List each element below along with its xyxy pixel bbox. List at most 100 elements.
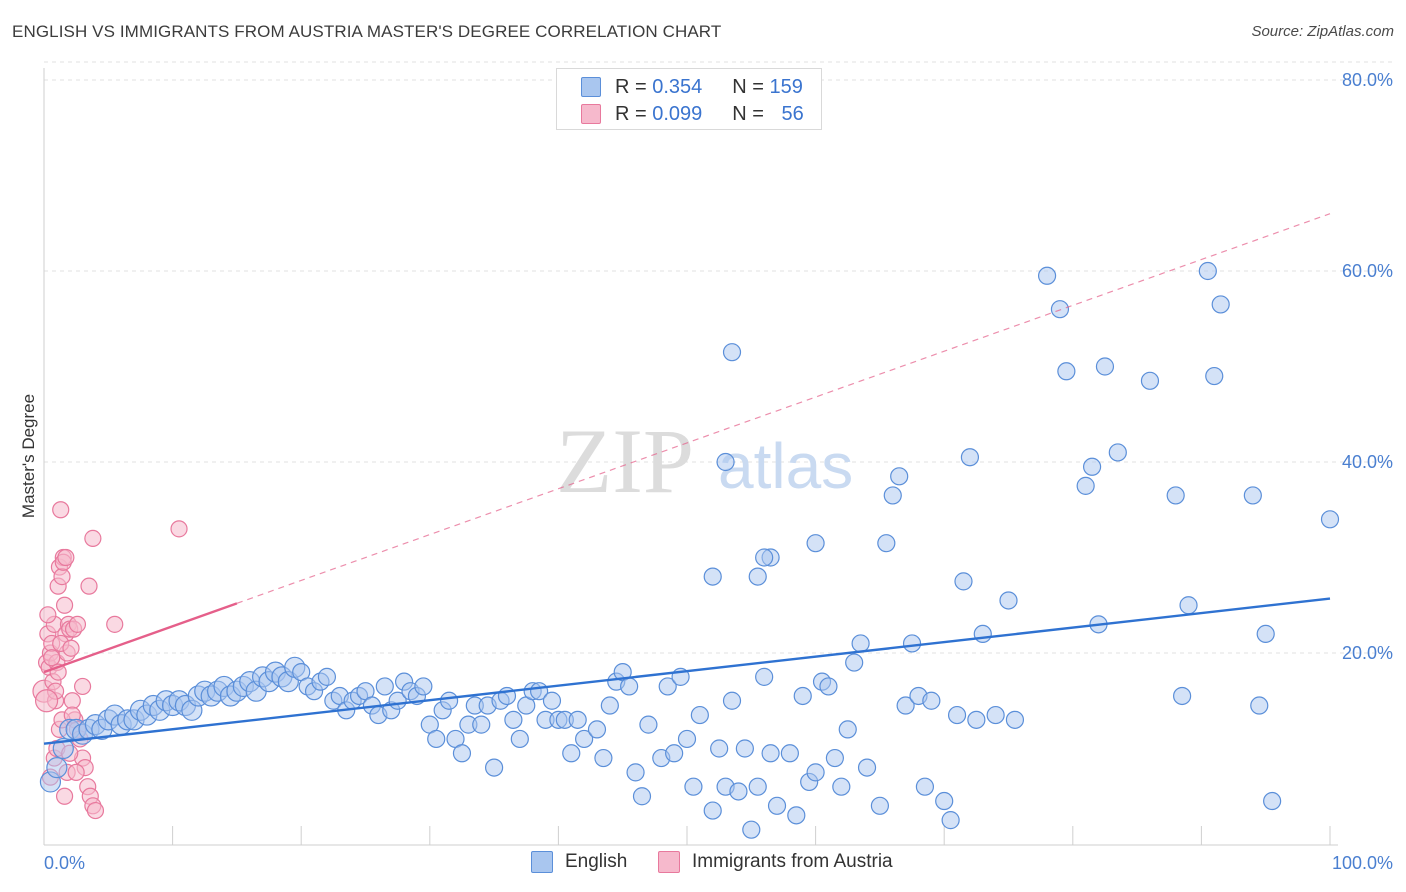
y-tick-label: 80.0% bbox=[1342, 70, 1393, 90]
axes bbox=[43, 68, 1338, 846]
english-point bbox=[703, 801, 722, 820]
english-r-value: 0.354 bbox=[652, 75, 703, 98]
chart-title: ENGLISH VS IMMIGRANTS FROM AUSTRIA MASTE… bbox=[12, 22, 722, 41]
austria-trend-line bbox=[43, 602, 238, 674]
english-point bbox=[485, 758, 504, 777]
austria-point bbox=[170, 520, 188, 538]
austria-point bbox=[68, 615, 87, 633]
english-point bbox=[742, 820, 761, 839]
english-point bbox=[542, 691, 562, 710]
english-point bbox=[1198, 261, 1217, 281]
english-legend-label: English bbox=[565, 851, 628, 872]
english-point bbox=[1057, 362, 1076, 381]
english-point bbox=[787, 806, 806, 825]
english-point bbox=[761, 744, 780, 763]
english-point bbox=[427, 729, 446, 749]
austria-point bbox=[67, 763, 85, 781]
english-point bbox=[870, 796, 890, 815]
english-point bbox=[1095, 357, 1115, 376]
english-point bbox=[1005, 710, 1025, 729]
english-point bbox=[677, 729, 697, 749]
english-point bbox=[896, 696, 915, 715]
english-point bbox=[587, 720, 607, 739]
english-point bbox=[890, 467, 909, 486]
bottom-legend-english: English bbox=[531, 851, 627, 873]
english-point bbox=[748, 777, 767, 796]
bottom-legend-austria: Immigrants from Austria bbox=[658, 851, 893, 873]
y-tick-label: 20.0% bbox=[1342, 643, 1393, 663]
english-point bbox=[960, 448, 980, 467]
austria-point bbox=[86, 801, 105, 820]
austria-point bbox=[39, 606, 57, 624]
austria-point bbox=[73, 677, 92, 696]
english-point bbox=[999, 591, 1018, 610]
watermark-zip: ZIP bbox=[556, 410, 694, 512]
austria-r-value: 0.099 bbox=[652, 102, 703, 125]
english-trend-line bbox=[43, 597, 1331, 745]
austria-point bbox=[55, 596, 74, 614]
english-point bbox=[915, 777, 935, 796]
english-point bbox=[703, 567, 722, 586]
english-point bbox=[806, 534, 825, 553]
legend-row-english: R = 0.354 N = 159 bbox=[581, 76, 803, 98]
english-point bbox=[716, 452, 735, 472]
watermark-atlas: atlas bbox=[718, 430, 853, 502]
english-point bbox=[857, 758, 877, 777]
english-point bbox=[902, 634, 922, 653]
english-point bbox=[780, 744, 799, 763]
english-point bbox=[922, 691, 941, 710]
english-point bbox=[632, 787, 652, 806]
english-point bbox=[825, 748, 844, 768]
legend-row-austria: R = 0.099 N = 56 bbox=[581, 103, 804, 125]
english-point bbox=[1320, 510, 1340, 529]
english-point bbox=[690, 705, 709, 725]
austria-point bbox=[84, 529, 102, 548]
english-point bbox=[568, 710, 587, 729]
english-point bbox=[1243, 486, 1262, 505]
english-point bbox=[967, 710, 986, 729]
stats-legend: R = 0.354 N = 159 R = 0.099 N = 56 bbox=[556, 68, 822, 130]
english-swatch bbox=[581, 77, 601, 97]
english-point bbox=[1173, 686, 1192, 706]
english-point bbox=[710, 739, 729, 758]
english-point bbox=[935, 791, 954, 811]
english-point bbox=[1050, 300, 1070, 319]
english-point bbox=[375, 677, 394, 696]
english-point bbox=[755, 667, 774, 686]
english-point bbox=[748, 567, 767, 586]
english-point bbox=[851, 634, 870, 653]
austria-legend-swatch bbox=[658, 851, 680, 873]
english-point bbox=[1082, 457, 1102, 476]
english-point bbox=[1179, 596, 1198, 615]
x-tick-label: 100.0% bbox=[1332, 853, 1393, 873]
austria-point bbox=[43, 649, 61, 667]
english-point bbox=[883, 486, 902, 505]
english-point bbox=[600, 696, 619, 715]
austria-point bbox=[55, 787, 74, 805]
austria-point bbox=[34, 689, 59, 713]
austria-point bbox=[106, 615, 124, 633]
english-point bbox=[665, 744, 684, 763]
austria-point bbox=[62, 639, 80, 657]
english-point bbox=[838, 720, 857, 739]
austria-points bbox=[32, 501, 188, 820]
austria-swatch bbox=[581, 104, 601, 124]
english-point bbox=[806, 763, 825, 782]
chart-source: Source: ZipAtlas.com bbox=[1251, 23, 1394, 40]
austria-point bbox=[80, 577, 98, 595]
english-point bbox=[639, 715, 658, 734]
english-point bbox=[947, 705, 967, 725]
english-point bbox=[973, 624, 992, 644]
english-point bbox=[722, 343, 742, 362]
austria-trend-extension bbox=[236, 213, 1331, 604]
english-points bbox=[39, 261, 1340, 839]
english-legend-swatch bbox=[531, 851, 553, 873]
english-point bbox=[684, 777, 703, 796]
english-point bbox=[1108, 443, 1127, 462]
y-axis-title: Master's Degree bbox=[19, 394, 38, 518]
english-point bbox=[735, 739, 754, 758]
english-point bbox=[414, 677, 433, 696]
austria-r-label: R = bbox=[615, 102, 647, 125]
english-point bbox=[832, 777, 851, 796]
